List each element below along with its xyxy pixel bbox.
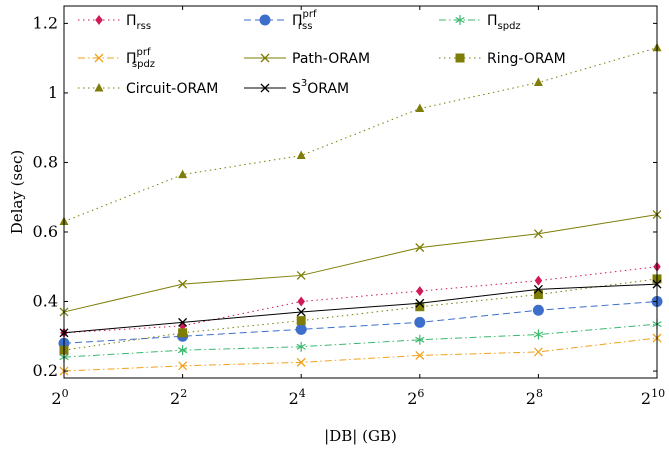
series-circuit-oram — [59, 42, 662, 226]
data-point-path-oram — [296, 270, 306, 280]
x-tick-label: 210 — [641, 387, 665, 408]
series-line-path-oram — [63, 214, 658, 313]
legend-label: Πprf rss — [292, 9, 317, 32]
series-line-spdz — [63, 323, 658, 358]
series-line-rss-prf — [63, 301, 658, 344]
series-spdz-prf — [59, 333, 662, 376]
data-point-spdz — [296, 341, 306, 352]
data-point-ring-oram — [533, 290, 543, 300]
data-point-s3oram — [533, 284, 543, 294]
legend-label: Πprf spdz — [126, 47, 155, 70]
legend-label: Circuit-ORAM — [126, 81, 218, 97]
legend-swatch-marker — [455, 53, 465, 63]
legend-item-path-oram: Path-ORAM — [244, 51, 370, 67]
y-tick-label: 1.2 — [33, 13, 58, 32]
series-line-circuit-oram — [63, 47, 658, 223]
data-point-spdz — [177, 345, 188, 356]
y-tick-label: 0.2 — [33, 361, 58, 380]
series-line-s3oram — [63, 283, 658, 334]
data-point-circuit-oram — [415, 103, 425, 113]
legend-label: S3ORAM — [292, 78, 349, 97]
legend-item-spdz: Πspdz — [439, 13, 521, 32]
axis-ticks: 0.2 0.4 0.6 0.8 1 1.2 20 22 24 26 28 210 — [33, 6, 665, 408]
data-point-circuit-oram — [533, 77, 543, 86]
data-point-spdz-prf — [296, 357, 306, 367]
legend-swatch-marker — [259, 14, 271, 26]
y-axis-title: Delay (sec) — [8, 150, 26, 235]
data-point-rss-prf — [414, 316, 426, 328]
legend-swatch-marker — [95, 15, 103, 25]
x-tick-label: 22 — [170, 387, 187, 408]
x-tick-label: 20 — [51, 387, 68, 408]
data-point-spdz-prf — [178, 361, 188, 371]
data-point-rss — [416, 286, 424, 297]
legend-item-rss: Πrss — [78, 13, 151, 32]
data-point-ring-oram — [415, 302, 425, 312]
series-line-ring-oram — [63, 278, 658, 351]
series-s3oram — [59, 279, 662, 338]
data-point-path-oram — [533, 229, 543, 239]
x-axis-title: |DB| (GB) — [324, 427, 397, 445]
data-point-spdz — [415, 334, 425, 345]
legend-swatch-marker — [260, 53, 270, 63]
series-path-oram — [59, 210, 662, 317]
legend-label: Πrss — [126, 13, 151, 32]
y-tick-label: 1 — [48, 83, 58, 102]
x-tick-label: 28 — [526, 387, 543, 408]
y-tick-label: 0.6 — [33, 222, 58, 241]
legend-label: Ring-ORAM — [487, 51, 566, 67]
data-point-s3oram — [296, 307, 306, 317]
data-point-s3oram — [415, 298, 425, 308]
series-line-rss — [63, 266, 658, 334]
data-point-spdz — [533, 329, 544, 340]
data-point-rss-prf — [532, 304, 544, 316]
data-point-circuit-oram — [296, 150, 306, 159]
series-rss — [60, 261, 661, 338]
data-point-path-oram — [415, 243, 425, 253]
legend-item-circuit-oram: Circuit-ORAM — [78, 81, 218, 97]
data-point-s3oram — [178, 317, 188, 327]
legend-swatch-marker — [94, 53, 104, 63]
data-point-path-oram — [178, 279, 188, 289]
legend-item-ring-oram: Ring-ORAM — [439, 51, 566, 67]
legend-item-rss-prf: Πprf rss — [244, 9, 317, 32]
legend-swatch-marker — [455, 15, 465, 25]
legend-label: Path-ORAM — [292, 51, 370, 67]
data-point-rss — [534, 275, 543, 286]
y-tick-label: 0.8 — [33, 152, 58, 171]
data-point-rss-prf — [295, 323, 307, 335]
legend-label: Πspdz — [487, 13, 521, 32]
x-tick-label: 26 — [407, 387, 424, 408]
x-tick-label: 24 — [289, 387, 306, 408]
data-point-rss — [297, 296, 305, 307]
series-line-spdz-prf — [63, 337, 658, 372]
data-point-ring-oram — [296, 316, 306, 326]
legend: Πrss Πprf rss Πspdz Πprf spdz Path-ORAM Ring-OR… — [78, 9, 566, 97]
data-point-spdz-prf — [533, 347, 543, 357]
plot-frame — [63, 5, 658, 379]
legend-item-spdz-prf: Πprf spdz — [78, 47, 155, 70]
series-ring-oram — [59, 274, 662, 355]
series-rss-prf — [58, 296, 663, 349]
y-tick-label: 0.4 — [33, 292, 58, 311]
legend-swatch-marker — [94, 83, 104, 92]
legend-swatch-marker — [260, 83, 270, 93]
data-point-circuit-oram — [178, 169, 188, 179]
data-point-ring-oram — [178, 328, 188, 338]
data-point-spdz-prf — [415, 350, 425, 360]
legend-item-s3oram: S3ORAM — [244, 78, 349, 97]
